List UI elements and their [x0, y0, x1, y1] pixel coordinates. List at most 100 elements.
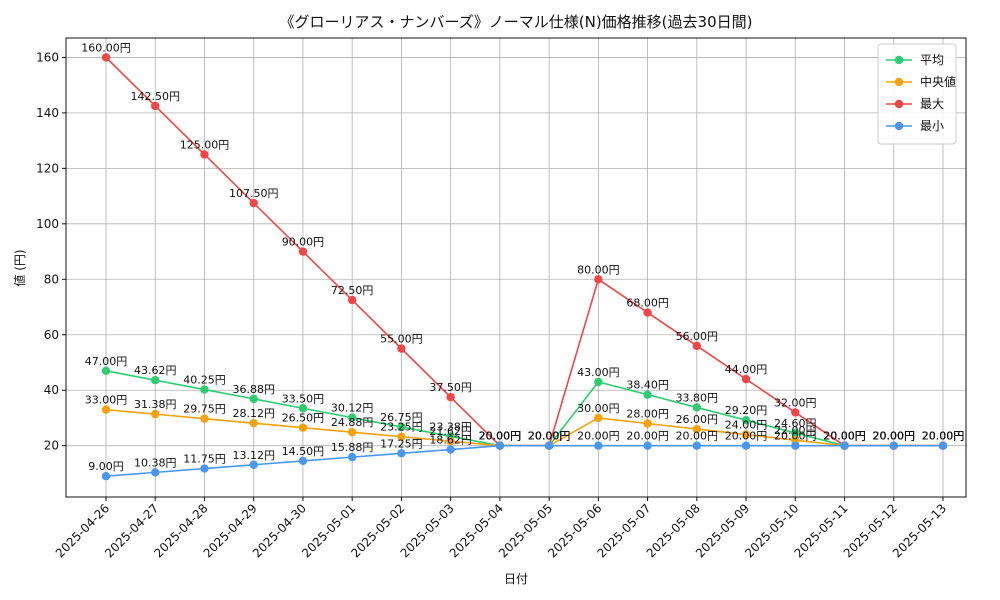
data-point [249, 418, 258, 428]
data-point [741, 441, 751, 450]
data-label: 20.00円 [823, 430, 866, 443]
legend-marker [894, 55, 904, 65]
legend-marker [894, 121, 904, 131]
data-label: 40.25円 [183, 374, 226, 387]
y-tick-label: 120 [36, 161, 59, 175]
data-label: 26.75円 [380, 411, 423, 424]
data-label: 11.75円 [183, 453, 226, 466]
data-point [397, 422, 406, 432]
data-label: 30.12円 [331, 402, 374, 415]
data-point [298, 247, 308, 256]
data-label: 55.00円 [380, 333, 423, 346]
y-tick-label: 40 [44, 383, 59, 397]
data-label: 20.00円 [823, 430, 866, 443]
data-label: 20.00円 [823, 430, 866, 443]
data-point [298, 456, 308, 466]
legend-box [877, 43, 957, 145]
data-point [101, 471, 111, 481]
data-point [101, 405, 111, 414]
data-label: 36.88円 [232, 383, 275, 396]
data-label: 125.00円 [180, 138, 230, 151]
data-point [741, 430, 751, 439]
data-point [249, 394, 258, 404]
data-point [840, 441, 849, 450]
data-label: 17.25円 [380, 437, 423, 450]
data-label: 37.50円 [429, 381, 472, 394]
data-point [347, 413, 357, 422]
data-label: 21.62円 [429, 425, 472, 438]
data-point [249, 460, 258, 469]
x-axis-label: 日付 [504, 572, 528, 586]
data-label: 10.38円 [134, 456, 177, 469]
data-label: 20.00円 [873, 430, 916, 443]
data-point [397, 449, 406, 458]
data-label: 20.00円 [577, 430, 620, 443]
data-label: 20.00円 [823, 430, 866, 443]
y-tick-label: 60 [44, 328, 59, 342]
legend-label: 最小 [920, 119, 944, 133]
data-point [347, 295, 357, 305]
data-point [692, 424, 702, 434]
legend-label: 平均 [920, 53, 944, 67]
data-point [889, 441, 898, 450]
data-label: 38.40円 [626, 379, 669, 392]
data-point [741, 374, 751, 384]
data-point [643, 419, 652, 428]
data-label: 47.00円 [85, 355, 128, 368]
chart-title: 《グローリアス・ナンバーズ》ノーマル仕様(N)価格推移(過去30日間) [280, 13, 753, 31]
data-label: 142.50円 [130, 90, 180, 103]
data-point [594, 441, 603, 450]
data-label: 20.00円 [922, 430, 965, 443]
data-point [544, 441, 554, 450]
y-tick-label: 20 [44, 439, 59, 453]
data-label: 15.88円 [331, 441, 374, 454]
series-1 [101, 366, 948, 450]
data-label: 20.00円 [725, 430, 768, 443]
y-tick-label: 100 [36, 217, 59, 231]
series-layer [101, 53, 948, 481]
data-point [495, 441, 505, 450]
data-point [151, 468, 160, 477]
data-point [791, 428, 800, 438]
data-label: 20.00円 [479, 430, 522, 443]
data-point [692, 441, 702, 450]
data-label: 26.50円 [282, 412, 325, 425]
data-label: 23.25円 [380, 421, 423, 434]
data-point [643, 441, 652, 450]
y-tick-label: 80 [44, 272, 59, 286]
data-label: 20.00円 [922, 430, 965, 443]
data-point [643, 308, 652, 317]
data-point [200, 150, 209, 159]
data-label: 29.20円 [725, 404, 768, 417]
legend-label: 中央値 [920, 74, 956, 89]
legend-label: 最大 [920, 97, 944, 111]
data-label: 107.50円 [229, 187, 279, 200]
data-point [446, 392, 455, 402]
data-label: 30.00円 [577, 402, 620, 415]
data-label: 23.38円 [429, 420, 472, 433]
data-label: 22.00円 [774, 424, 817, 437]
data-point [347, 452, 357, 462]
data-label: 160.00円 [81, 41, 131, 54]
y-tick-label: 160 [36, 50, 59, 64]
data-label: 20.00円 [873, 430, 916, 443]
data-label: 24.88円 [331, 416, 374, 429]
data-point [200, 464, 209, 473]
data-label: 20.00円 [479, 430, 522, 443]
y-ticks: 20 40 60 80 100 120 140 160 [36, 50, 66, 453]
data-label: 32.00円 [774, 396, 817, 409]
data-point [200, 414, 209, 423]
data-label: 20.00円 [922, 430, 965, 443]
data-labels: 47.00円 43.62円 40.25円 36.88円 33.50円 30.12円 26.7… [81, 41, 964, 473]
legend-marker [894, 77, 904, 87]
data-label: 33.50円 [282, 392, 325, 405]
data-point [151, 375, 160, 385]
data-point [643, 390, 652, 399]
data-label: 20.00円 [873, 430, 916, 443]
data-label: 20.00円 [528, 430, 571, 443]
grid [66, 38, 966, 497]
y-tick-label: 140 [36, 106, 59, 120]
